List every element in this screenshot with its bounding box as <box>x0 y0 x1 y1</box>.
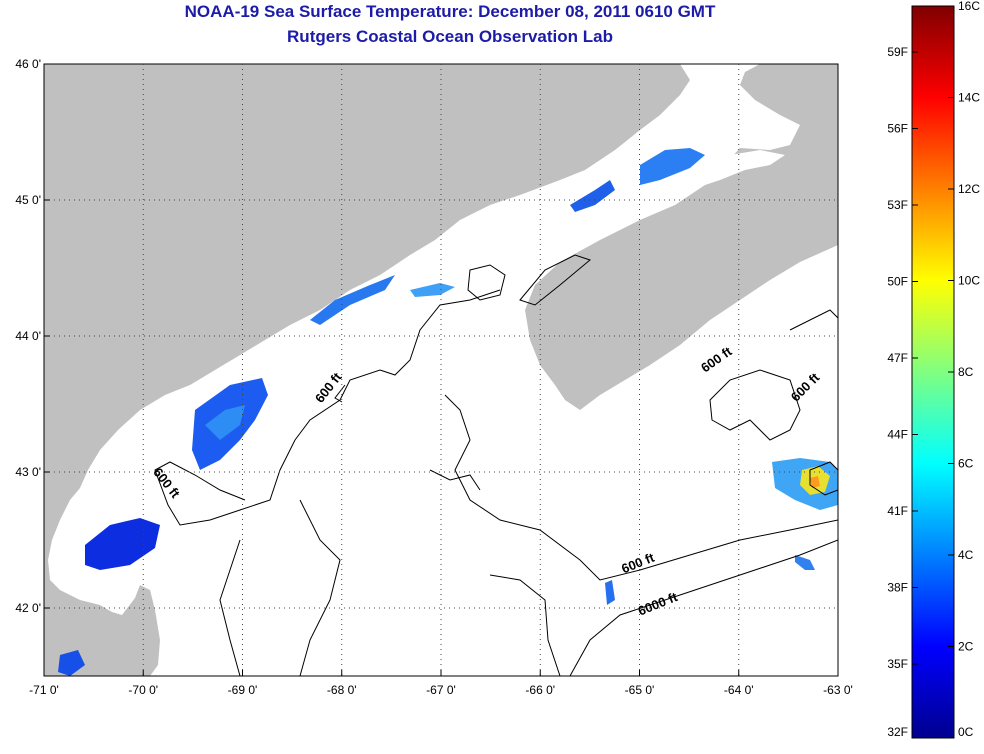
lon-tick-label: -70 0' <box>128 683 158 697</box>
colorbar-celsius-labels: 16C 14C 12C 10C 8C 6C 4C 2C 0C <box>948 0 980 739</box>
colorbar-fahrenheit-labels: 59F 56F 53F 50F 47F 44F 41F 38F 35F 32F <box>887 45 918 739</box>
longitude-tick-labels: -71 0' -70 0' -69 0' -68 0' -67 0' -66 0' -65 … <box>29 683 853 697</box>
colorbar-celsius-label: 8C <box>958 365 974 379</box>
map-subtitle: Rutgers Coastal Ocean Observation Lab <box>287 27 613 46</box>
colorbar-celsius-label: 10C <box>958 274 980 288</box>
colorbar-fahrenheit-label: 38F <box>887 581 908 595</box>
colorbar-fahrenheit-label: 35F <box>887 657 908 671</box>
colorbar-celsius-label: 16C <box>958 0 980 13</box>
lat-tick-label: 43 0' <box>15 465 41 479</box>
land-new-england <box>44 64 690 676</box>
colorbar-fahrenheit-label: 32F <box>887 725 908 739</box>
colorbar <box>911 5 955 739</box>
colorbar-fahrenheit-label: 44F <box>887 428 908 442</box>
lat-tick-label: 44 0' <box>15 329 41 343</box>
lat-tick-label: 45 0' <box>15 193 41 207</box>
latitude-tick-labels: 46 0' 45 0' 44 0' 43 0' 42 0' <box>15 57 41 615</box>
colorbar-fahrenheit-label: 47F <box>887 351 908 365</box>
lon-tick-label: -63 0' <box>823 683 853 697</box>
colorbar-celsius-label: 0C <box>958 725 974 739</box>
lat-tick-label: 46 0' <box>15 57 41 71</box>
colorbar-celsius-label: 14C <box>958 91 980 105</box>
lat-tick-label: 42 0' <box>15 601 41 615</box>
colorbar-fahrenheit-label: 41F <box>887 504 908 518</box>
sst-pixels <box>58 148 838 676</box>
lon-tick-label: -69 0' <box>228 683 258 697</box>
map-title: NOAA-19 Sea Surface Temperature: Decembe… <box>184 2 716 21</box>
colorbar-fahrenheit-label: 56F <box>887 122 908 136</box>
lon-tick-label: -68 0' <box>327 683 357 697</box>
colorbar-fahrenheit-label: 50F <box>887 275 908 289</box>
minas-basin <box>700 150 785 185</box>
lon-tick-label: -66 0' <box>525 683 555 697</box>
colorbar-fahrenheit-label: 53F <box>887 198 908 212</box>
colorbar-celsius-label: 12C <box>958 182 980 196</box>
colorbar-celsius-label: 2C <box>958 640 974 654</box>
colorbar-celsius-label: 4C <box>958 548 974 562</box>
lon-tick-label: -71 0' <box>29 683 59 697</box>
colorbar-fahrenheit-label: 59F <box>887 45 908 59</box>
colorbar-celsius-label: 6C <box>958 457 974 471</box>
depth-contours <box>154 254 838 676</box>
lon-tick-label: -67 0' <box>426 683 456 697</box>
lon-tick-label: -65 0' <box>625 683 655 697</box>
graticule <box>43 63 839 676</box>
lon-tick-label: -64 0' <box>724 683 754 697</box>
